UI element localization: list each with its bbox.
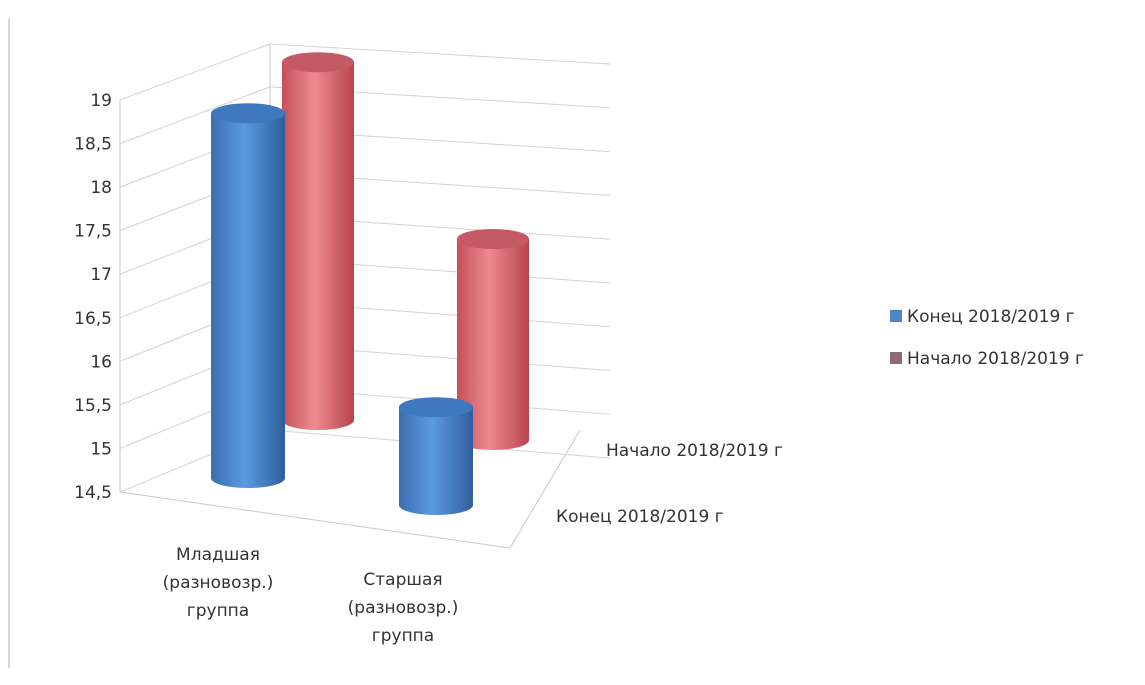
y-tick-label: 17,5: [74, 222, 112, 242]
y-tick-label: 15,5: [74, 396, 112, 416]
category-label-1: (разновозр.): [163, 573, 274, 593]
bar-start-1: [282, 52, 354, 430]
category-label-1: группа: [187, 601, 249, 621]
category-label-1: Младшая: [176, 545, 260, 565]
bar-start-2-top: [457, 229, 529, 249]
page-edge-line: [8, 18, 10, 668]
floor-right-edge: [509, 429, 581, 549]
bar-start-1-body: [282, 62, 354, 430]
gridline-back: [269, 43, 611, 65]
y-tick-label: 14,5: [74, 483, 112, 503]
category-label-2: Старшая: [363, 570, 442, 590]
bar-end-1: [211, 103, 285, 489]
bar-end-2-top: [399, 397, 473, 418]
bar-end-1-top: [211, 103, 285, 124]
y-tick-label: 15: [90, 439, 112, 459]
depth-label-2: Начало 2018/2019 г: [606, 441, 783, 461]
category-label-2: группа: [372, 626, 434, 646]
y-tick-label: 17: [90, 265, 112, 285]
bar-end-2: [399, 397, 473, 515]
category-label-2: (разновозр.): [348, 598, 459, 618]
y-tick-label: 18: [90, 178, 112, 198]
gridline-side: [119, 86, 271, 145]
y-tick-label: 18,5: [74, 135, 112, 155]
bar-end-1-body: [211, 113, 285, 489]
y-tick-label: 19: [90, 91, 112, 111]
legend-swatch-1: [890, 310, 902, 322]
depth-label-1: Конец 2018/2019 г: [556, 507, 724, 527]
y-tick-label: 16: [90, 352, 112, 372]
legend-label-1: Конец 2018/2019 г: [907, 307, 1075, 327]
y-tick-label: 16,5: [74, 309, 112, 329]
bar-end-2-body: [399, 407, 473, 515]
legend-label-2: Начало 2018/2019 г: [907, 349, 1084, 369]
gridline-side: [119, 43, 271, 101]
floor-front-edge: [119, 491, 511, 549]
bar-start-1-top: [282, 52, 354, 73]
bar-start-2-body: [457, 239, 529, 450]
bar-start-2: [457, 229, 529, 450]
legend-swatch-2: [890, 352, 902, 364]
